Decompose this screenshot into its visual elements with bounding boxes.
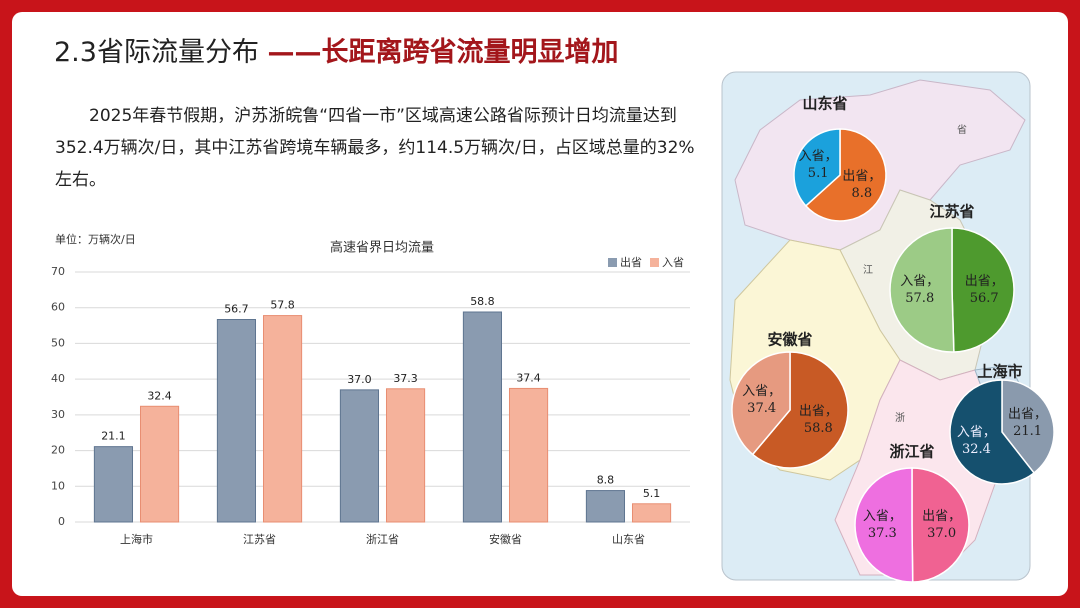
pie-label: 入省，37.3 bbox=[862, 509, 902, 542]
bar bbox=[339, 389, 380, 523]
bar bbox=[262, 315, 303, 523]
pie-slice bbox=[1001, 379, 1055, 475]
legend-label: 出省 bbox=[620, 255, 642, 269]
bar bbox=[139, 405, 180, 523]
pie-title: 江苏省 bbox=[929, 203, 974, 221]
pie-label: 入省，5.1 bbox=[798, 149, 838, 182]
pie-label: 入省，37.4 bbox=[742, 383, 782, 416]
map-label: 江 bbox=[863, 264, 873, 276]
pie-label: 入省，32.4 bbox=[956, 424, 996, 457]
y-tick-label: 10 bbox=[51, 479, 65, 492]
bar bbox=[631, 503, 672, 523]
subtitle: ——长距离跨省流量明显增加 bbox=[267, 37, 619, 68]
pie-slice bbox=[889, 227, 955, 353]
value-label: 37.0 bbox=[347, 373, 372, 386]
pie-slice bbox=[793, 128, 841, 207]
value-label: 56.7 bbox=[224, 303, 249, 316]
y-tick-label: 70 bbox=[51, 265, 65, 278]
value-label: 58.8 bbox=[470, 295, 495, 308]
pie-slice bbox=[751, 351, 849, 469]
bar bbox=[462, 311, 503, 523]
pie-title: 山东省 bbox=[802, 95, 847, 113]
x-tick-label: 江苏省 bbox=[243, 533, 276, 546]
legend-swatch bbox=[608, 258, 617, 267]
value-label: 37.4 bbox=[516, 371, 541, 384]
x-tick-label: 安徽省 bbox=[489, 532, 522, 546]
pie-slice bbox=[949, 379, 1036, 485]
y-tick-label: 0 bbox=[58, 515, 65, 528]
value-label: 21.1 bbox=[101, 430, 126, 443]
value-label: 8.8 bbox=[597, 474, 615, 487]
pie-title: 浙江省 bbox=[889, 443, 934, 461]
map-label: 省 bbox=[957, 123, 967, 136]
bar bbox=[508, 387, 549, 523]
legend-swatch bbox=[650, 258, 659, 267]
pie-label: 出省，21.1 bbox=[1008, 407, 1048, 440]
pie-slice bbox=[731, 351, 791, 456]
y-tick-label: 60 bbox=[51, 301, 65, 314]
legend-label: 入省 bbox=[662, 256, 684, 269]
y-tick-label: 30 bbox=[51, 408, 65, 421]
value-label: 57.8 bbox=[270, 299, 295, 312]
bar bbox=[585, 490, 626, 523]
value-label: 32.4 bbox=[147, 389, 172, 402]
unit-label: 单位：万辆次/日 bbox=[55, 232, 136, 246]
body-text: 2025年春节假期，沪苏浙皖鲁“四省一市”区域高速公路省际预计日均流量达到352… bbox=[55, 106, 695, 190]
pie-slice bbox=[804, 128, 887, 222]
y-tick-label: 40 bbox=[51, 372, 65, 385]
slide-title: 2.3省际流量分布 ——长距离跨省流量明显增加 bbox=[54, 30, 619, 69]
pie-title: 上海市 bbox=[977, 363, 1022, 381]
pie-label: 出省，37.0 bbox=[922, 508, 962, 541]
pie-title: 安徽省 bbox=[767, 331, 812, 349]
pie-label: 入省，57.8 bbox=[900, 274, 940, 307]
pie-slice bbox=[951, 227, 1015, 353]
pie-label: 出省，58.8 bbox=[798, 404, 838, 437]
x-tick-label: 浙江省 bbox=[366, 533, 399, 546]
title: 2.3省际流量分布 bbox=[54, 37, 259, 68]
value-label: 37.3 bbox=[393, 372, 418, 385]
bar bbox=[385, 388, 426, 523]
bar bbox=[93, 446, 134, 523]
chart-title: 高速省界日均流量 bbox=[330, 240, 434, 256]
x-tick-label: 山东省 bbox=[612, 533, 645, 546]
pie-label: 出省，8.8 bbox=[842, 168, 882, 201]
y-tick-label: 20 bbox=[51, 444, 65, 457]
pie-slice bbox=[911, 467, 970, 583]
map-label: 浙 bbox=[895, 412, 905, 424]
x-tick-label: 上海市 bbox=[120, 532, 153, 546]
pie-label: 出省，56.7 bbox=[964, 273, 1004, 306]
value-label: 5.1 bbox=[643, 487, 661, 500]
y-tick-label: 50 bbox=[51, 336, 65, 349]
pie-slice bbox=[854, 467, 914, 583]
bar bbox=[216, 319, 257, 523]
